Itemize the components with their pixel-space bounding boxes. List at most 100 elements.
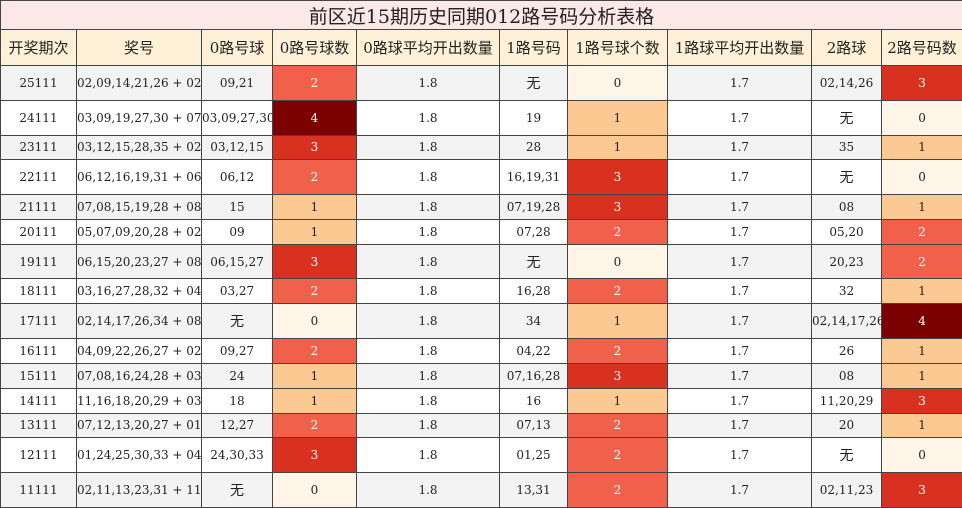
- route0-average-cell: 1.8: [356, 472, 500, 508]
- draw-period-cell: 19111: [0, 243, 77, 280]
- route1-balls-cell: 19: [499, 99, 568, 136]
- route1-balls-cell: 13,31: [499, 472, 568, 508]
- route2-balls-cell: 无: [811, 437, 882, 474]
- route2-count-cell: 1: [880, 134, 962, 161]
- table-title: 前区近15期历史同期012路号码分析表格: [0, 0, 962, 30]
- route0-average-cell: 1.8: [356, 194, 500, 220]
- route2-count-cell: 0: [880, 159, 962, 196]
- draw-period-cell: 16111: [0, 338, 77, 364]
- route1-balls-cell: 16: [499, 387, 568, 414]
- route0-balls-cell: 无: [201, 303, 273, 340]
- winning-numbers-cell: 03,16,27,28,32 + 04,05: [76, 278, 202, 305]
- route1-average-cell: 1.7: [667, 243, 812, 280]
- route0-balls-cell: 06,12: [201, 159, 273, 196]
- route0-balls-cell: 无: [201, 472, 273, 508]
- route1-balls-cell: 28: [499, 134, 568, 161]
- route1-average-cell: 1.7: [667, 412, 812, 439]
- route1-average-cell: 1.7: [667, 338, 812, 364]
- winning-numbers-cell: 07,08,16,24,28 + 03,10: [76, 362, 202, 389]
- route2-count-cell: 1: [880, 278, 962, 305]
- route0-average-cell: 1.8: [356, 218, 500, 245]
- route0-average-cell: 1.8: [356, 65, 500, 101]
- route0-count-cell: 4: [272, 99, 357, 136]
- route1-balls-cell: 07,13: [499, 412, 568, 439]
- route2-count-cell: 3: [880, 472, 962, 508]
- route1-balls-cell: 34: [499, 303, 568, 340]
- route1-balls-cell: 07,16,28: [499, 362, 568, 389]
- winning-numbers-cell: 07,08,15,19,28 + 08,09: [76, 194, 202, 220]
- route1-count-cell: 2: [567, 218, 668, 245]
- route0-balls-cell: 09,27: [201, 338, 273, 364]
- route0-count-cell: 2: [272, 65, 357, 101]
- route0-count-cell: 1: [272, 387, 357, 414]
- route0-count-cell: 0: [272, 303, 357, 340]
- winning-numbers-cell: 07,12,13,20,27 + 01,03: [76, 412, 202, 439]
- winning-numbers-cell: 02,11,13,23,31 + 11,12: [76, 472, 202, 508]
- route1-average-cell: 1.7: [667, 65, 812, 101]
- route2-balls-cell: 无: [811, 99, 882, 136]
- draw-period-cell: 14111: [0, 387, 77, 414]
- route0-average-cell: 1.8: [356, 387, 500, 414]
- route1-average-cell: 1.7: [667, 194, 812, 220]
- route2-balls-cell: 35: [811, 134, 882, 161]
- route0-balls-cell: 15: [201, 194, 273, 220]
- route1-balls-cell: 16,28: [499, 278, 568, 305]
- route0-count-cell: 1: [272, 362, 357, 389]
- route2-balls-cell: 11,20,29: [811, 387, 882, 414]
- route0-count-cell: 2: [272, 159, 357, 196]
- route1-average-cell: 1.7: [667, 387, 812, 414]
- route1-average-cell: 1.7: [667, 303, 812, 340]
- route2-balls-cell: 20,23: [811, 243, 882, 280]
- route1-average-cell: 1.7: [667, 278, 812, 305]
- route1-count-cell: 2: [567, 472, 668, 508]
- route1-count-cell: 1: [567, 134, 668, 161]
- route0-average-cell: 1.8: [356, 338, 500, 364]
- draw-period-cell: 15111: [0, 362, 77, 389]
- winning-numbers-cell: 05,07,09,20,28 + 02,07: [76, 218, 202, 245]
- route2-count-cell: 2: [880, 218, 962, 245]
- route0-count-cell: 2: [272, 338, 357, 364]
- route0-count-cell: 2: [272, 278, 357, 305]
- route1-balls-cell: 07,28: [499, 218, 568, 245]
- route0-average-cell: 1.8: [356, 412, 500, 439]
- route1-average-cell: 1.7: [667, 159, 812, 196]
- route2-count-cell: 1: [880, 412, 962, 439]
- route1-count-cell: 3: [567, 194, 668, 220]
- route1-count-cell: 2: [567, 412, 668, 439]
- route2-balls-cell: 32: [811, 278, 882, 305]
- draw-period-cell: 21111: [0, 194, 77, 220]
- route1-average-cell: 1.7: [667, 134, 812, 161]
- header-route2-count: 2路号码数: [880, 29, 962, 66]
- draw-period-cell: 11111: [0, 472, 77, 508]
- route1-count-cell: 1: [567, 387, 668, 414]
- header-winning-numbers: 奖号: [76, 29, 202, 66]
- header-route0-balls: 0路号球: [201, 29, 273, 66]
- route0-count-cell: 3: [272, 243, 357, 280]
- route2-count-cell: 1: [880, 338, 962, 364]
- winning-numbers-cell: 03,12,15,28,35 + 02,12: [76, 134, 202, 161]
- draw-period-cell: 25111: [0, 65, 77, 101]
- route0-count-cell: 0: [272, 472, 357, 508]
- route0-balls-cell: 24: [201, 362, 273, 389]
- route0-average-cell: 1.8: [356, 134, 500, 161]
- winning-numbers-cell: 01,24,25,30,33 + 04,11: [76, 437, 202, 474]
- route2-balls-cell: 02,14,26: [811, 65, 882, 101]
- route1-count-cell: 3: [567, 362, 668, 389]
- header-route1-average: 1路球平均开出数量: [667, 29, 812, 66]
- route0-count-cell: 3: [272, 437, 357, 474]
- route0-count-cell: 2: [272, 412, 357, 439]
- draw-period-cell: 12111: [0, 437, 77, 474]
- route1-balls-cell: 04,22: [499, 338, 568, 364]
- header-draw-period: 开奖期次: [0, 29, 77, 66]
